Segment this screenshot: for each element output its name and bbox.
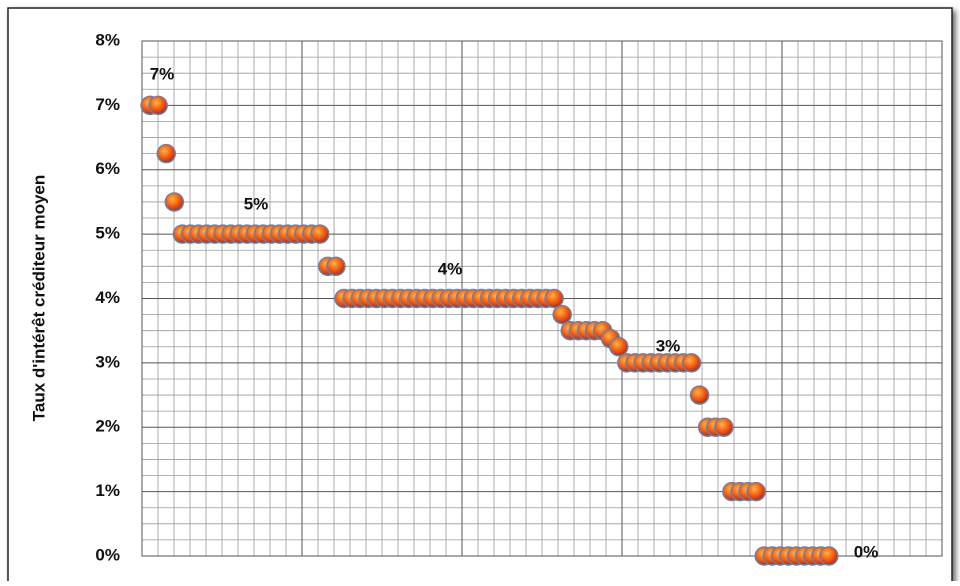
- data-point: [746, 481, 766, 502]
- annotation: 3%: [656, 336, 681, 355]
- data-point: [326, 256, 346, 277]
- y-tick-label: 3%: [95, 352, 120, 371]
- y-tick-label: 5%: [95, 224, 120, 243]
- y-tick-label: 7%: [95, 95, 120, 114]
- plot-border: [141, 40, 943, 557]
- data-point: [544, 288, 564, 309]
- data-point: [148, 95, 168, 116]
- data-point: [819, 546, 839, 566]
- data-point: [164, 192, 185, 212]
- y-tick-label: 6%: [95, 159, 120, 178]
- y-tick-label: 4%: [95, 288, 120, 307]
- y-axis-title: Taux d'intérêt créditeur moyen: [29, 175, 48, 422]
- data-point: [689, 385, 710, 405]
- data-point: [156, 143, 176, 164]
- data-point: [681, 353, 702, 373]
- y-tick-label: 8%: [95, 30, 120, 49]
- data-point: [609, 337, 629, 357]
- y-tick-label: 1%: [95, 481, 120, 500]
- annotation: 0%: [854, 542, 879, 561]
- annotation: 4%: [438, 259, 463, 278]
- data-point: [552, 304, 572, 325]
- data-point: [714, 417, 734, 437]
- y-tick-label: 0%: [95, 545, 120, 564]
- annotation: 5%: [244, 194, 269, 213]
- data-point: [310, 224, 330, 244]
- annotation: 7%: [150, 64, 175, 83]
- y-tick-label: 2%: [95, 417, 120, 436]
